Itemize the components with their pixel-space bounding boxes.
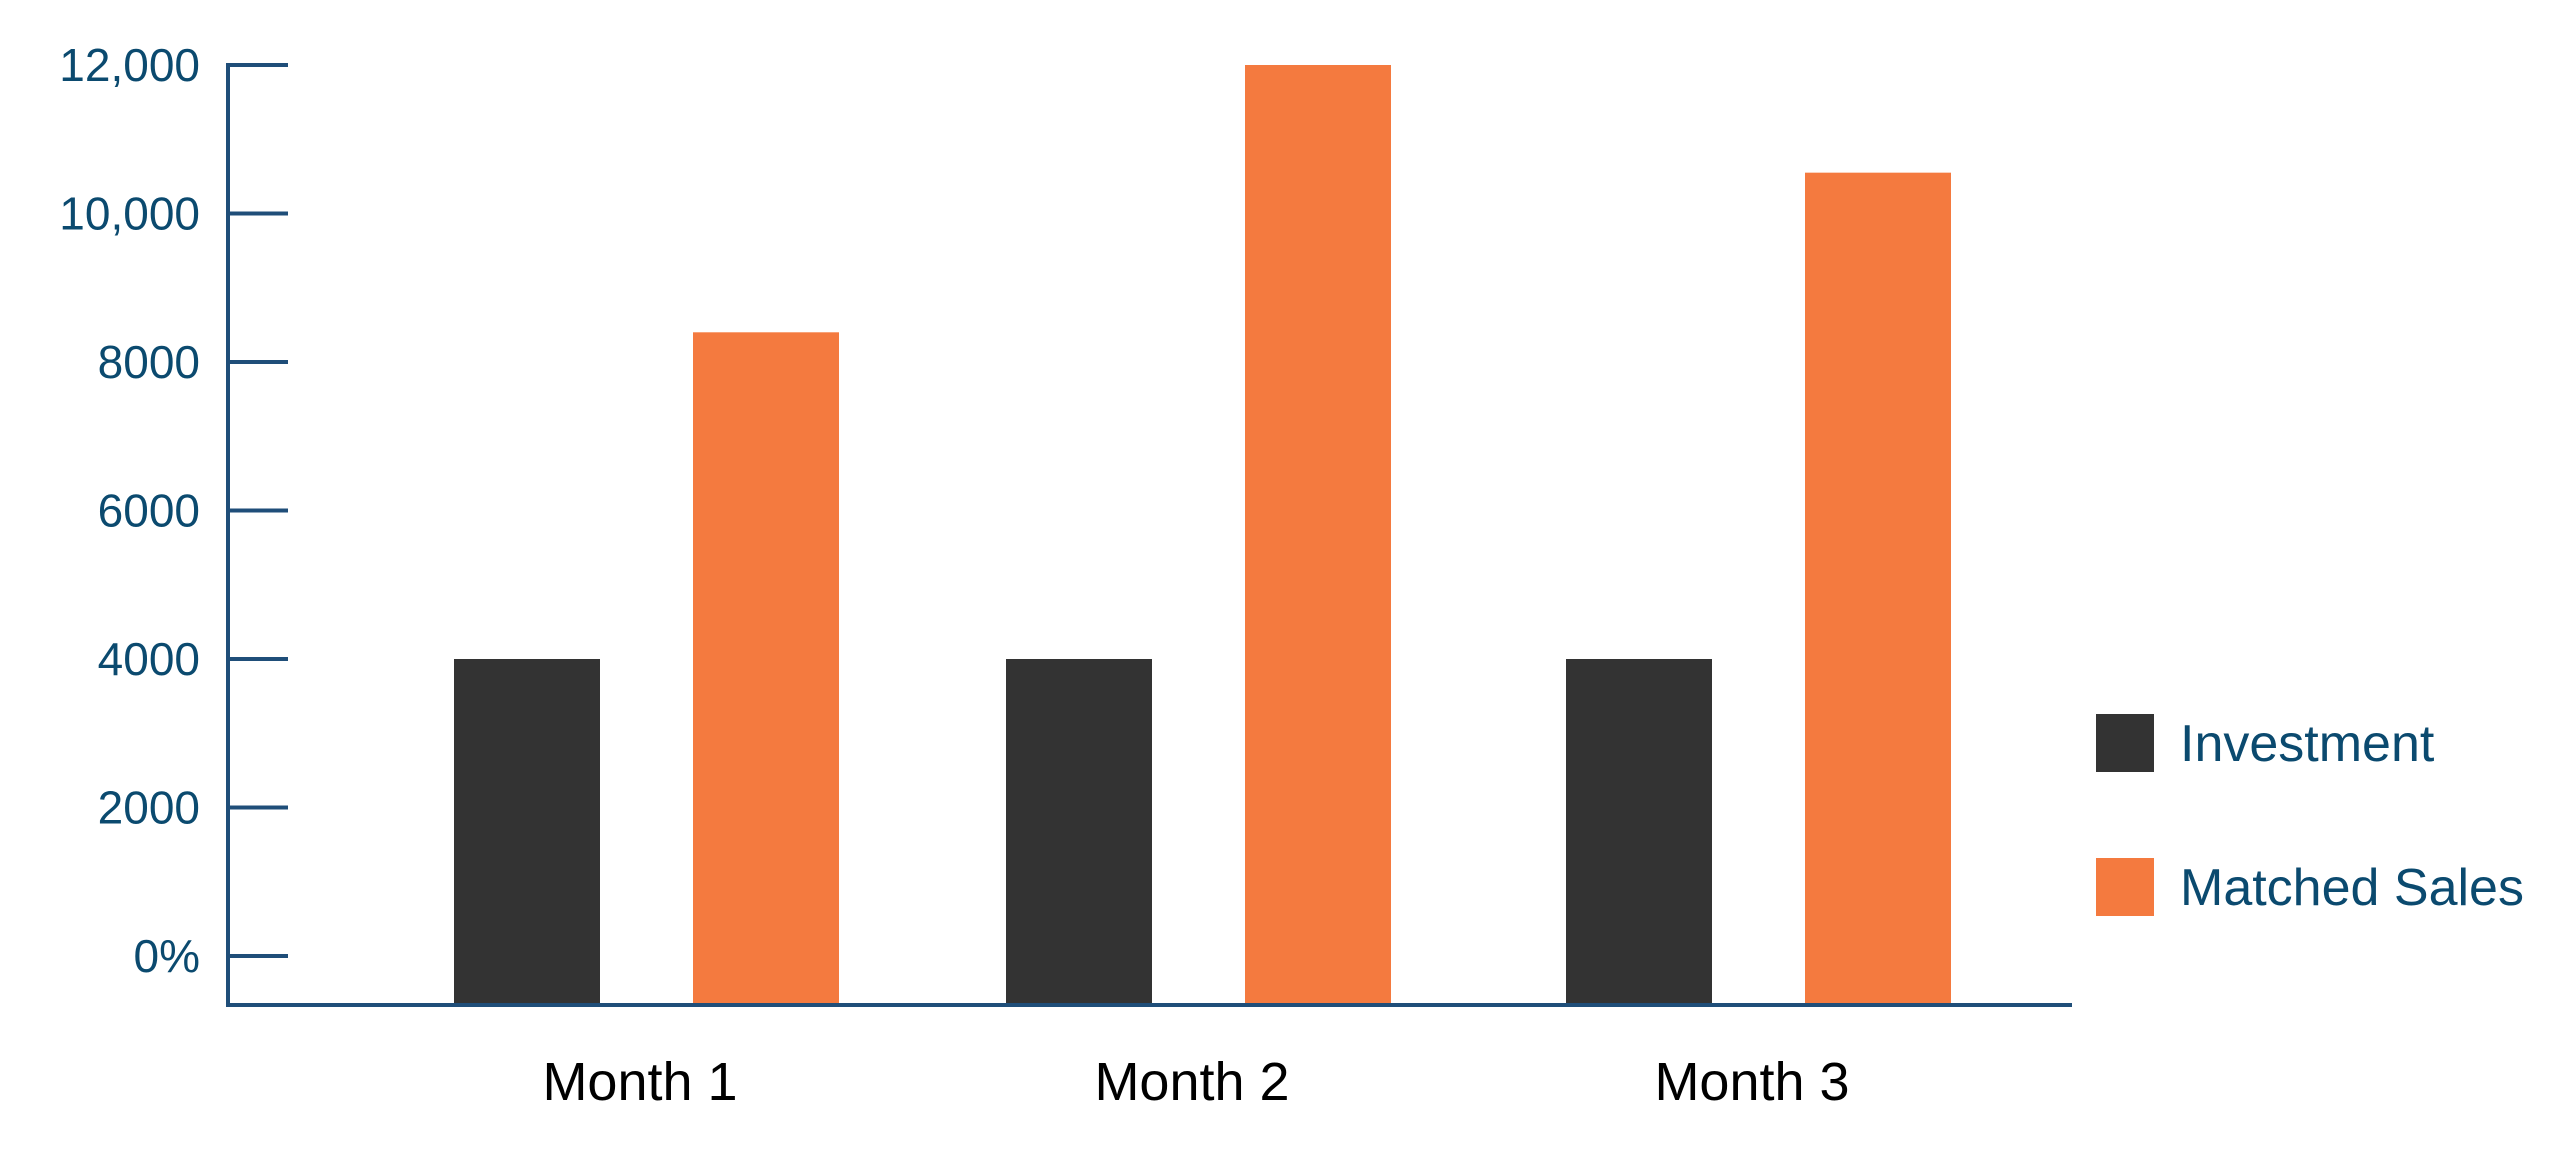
legend-swatch-matched-sales bbox=[2096, 858, 2154, 916]
bar-investment-month-3 bbox=[1566, 659, 1712, 1005]
y-tick-label: 4000 bbox=[98, 633, 200, 685]
legend: Investment Matched Sales bbox=[2096, 714, 2524, 917]
y-tick-label: 0% bbox=[134, 930, 200, 982]
bars bbox=[454, 65, 1951, 1006]
legend-label: Matched Sales bbox=[2180, 859, 2524, 917]
x-category-label: Month 2 bbox=[1094, 1052, 1289, 1112]
y-axis-ticks: 0% 2000 4000 6000 8000 10,000 12,000 bbox=[59, 39, 288, 982]
x-category-label: Month 1 bbox=[542, 1052, 737, 1112]
y-tick-label: 2000 bbox=[98, 782, 200, 834]
x-category-label: Month 3 bbox=[1654, 1052, 1849, 1112]
y-tick-label: 6000 bbox=[98, 485, 200, 537]
axes bbox=[226, 63, 2072, 1007]
x-axis-labels: Month 1 Month 2 Month 3 bbox=[542, 1052, 1849, 1112]
bar-investment-month-2 bbox=[1006, 659, 1152, 1005]
y-tick-label: 10,000 bbox=[59, 188, 200, 240]
bar-matched-sales-month-1 bbox=[693, 332, 839, 1005]
legend-label: Investment bbox=[2180, 715, 2435, 773]
bar-matched-sales-month-3 bbox=[1805, 172, 1951, 1006]
y-tick-label: 12,000 bbox=[59, 39, 200, 91]
y-tick-label: 8000 bbox=[98, 336, 200, 388]
legend-swatch-investment bbox=[2096, 714, 2154, 772]
bar-matched-sales-month-2 bbox=[1245, 65, 1391, 1005]
bar-investment-month-1 bbox=[454, 659, 600, 1005]
